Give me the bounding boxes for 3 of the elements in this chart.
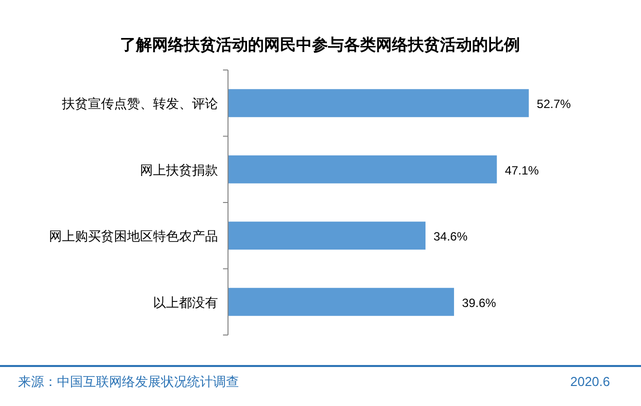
source: 来源：中国互联网络发展状况统计调查 [18,374,239,389]
title: 了解网络扶贫活动的网民中参与各类网络扶贫活动的比例 [120,37,520,54]
date: 2020.6 [570,374,610,389]
